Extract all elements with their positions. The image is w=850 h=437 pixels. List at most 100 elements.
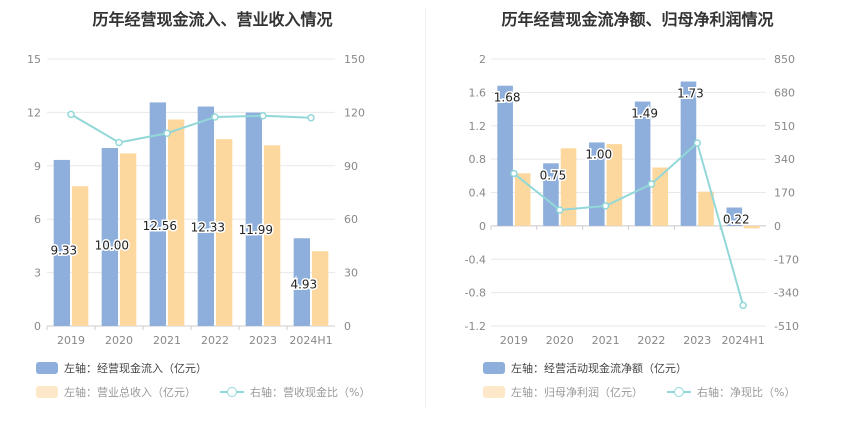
bar-series2 [744, 225, 760, 229]
right-axis-tick: -510 [774, 320, 799, 333]
legend-item-bar1[interactable]: 左轴：经营现金流入（亿元） [36, 360, 207, 376]
bar-series2 [560, 148, 577, 226]
legend-label: 右轴：营收现金比（%） [250, 386, 371, 399]
legend-label: 右轴：净现比（%） [697, 386, 796, 399]
left-axis-tick: 6 [34, 213, 41, 226]
left-axis-tick: 0 [34, 320, 41, 333]
line-point [115, 138, 123, 147]
line-series [513, 141, 745, 306]
left-axis-tick: 0.8 [469, 153, 487, 166]
right-axis-tick: 170 [774, 187, 795, 200]
bar-series2 [606, 144, 623, 226]
left-axis-tick: 1.2 [469, 120, 487, 133]
right-axis-tick: 0 [774, 220, 781, 233]
left-axis-tick: 12 [27, 106, 41, 119]
bar-series1 [634, 101, 651, 226]
data-label: 9.33 [50, 244, 77, 258]
legend-label: 左轴：归母净利润（亿元） [511, 386, 643, 399]
line-point [67, 110, 75, 119]
x-axis-tick: 2023 [249, 334, 277, 347]
legend-swatch-line [667, 386, 691, 398]
panel-divider [425, 8, 426, 408]
right-axis-tick: 510 [774, 120, 795, 133]
left-axis-tick: 15 [27, 53, 41, 66]
bar-series2 [72, 186, 89, 326]
line-point [556, 206, 564, 214]
right-axis-tick: 120 [344, 106, 365, 119]
legend-label: 左轴：经营现金流入（亿元） [64, 362, 207, 375]
x-axis-tick: 2020 [546, 334, 574, 347]
right-axis-tick: 150 [344, 53, 365, 66]
line-point [693, 139, 701, 147]
bar-series2 [698, 191, 714, 226]
bar-series1 [543, 163, 559, 226]
legend-item-line[interactable]: 右轴：净现比（%） [667, 384, 795, 400]
legend-item-bar2[interactable]: 左轴：营业总收入（亿元） [36, 384, 196, 400]
data-label: 4.93 [290, 277, 317, 291]
bar-series2 [652, 167, 668, 226]
legend-swatch-bar2 [36, 386, 58, 398]
chart-panel-cashflow-revenue: 历年经营现金流入、营业收入情况 0 0 3 30 6 60 9 90 12 120 15 150 201… [27, 10, 370, 400]
left-axis-tick: 0.4 [469, 187, 487, 200]
line-point [259, 112, 267, 120]
legend-swatch-bar1 [36, 362, 58, 374]
legend-item-bar1[interactable]: 左轴：经营活动现金流净额（亿元） [483, 360, 687, 376]
line-point [163, 129, 171, 137]
left-axis-tick: -1.2 [465, 320, 486, 333]
data-label: 1.49 [631, 107, 658, 121]
data-label: 0.75 [540, 168, 567, 182]
legend-swatch-bar1 [483, 362, 505, 374]
legend-label: 左轴：经营活动现金流净额（亿元） [511, 362, 687, 375]
x-axis-tick: 2022 [201, 334, 229, 347]
bar-series1 [497, 85, 513, 226]
x-axis-tick: 2021 [153, 334, 181, 347]
bar-series2 [264, 145, 281, 326]
line-point [510, 169, 518, 178]
x-axis-tick: 2019 [500, 334, 528, 347]
right-axis-tick: 60 [344, 213, 358, 226]
line-point [601, 202, 610, 210]
bar-series2 [312, 251, 329, 326]
chart-title: 历年经营现金流入、营业收入情况 [92, 10, 333, 29]
right-axis-tick: 850 [774, 53, 795, 66]
legend-swatch-bar2 [483, 386, 505, 398]
chart-plot: -1.2 -510 -0.8 -340 -0.4 -170 0 0 0.4 170 0.8 340 1.… [465, 53, 799, 347]
bar-series1 [680, 81, 697, 226]
x-axis-tick: 2023 [683, 334, 711, 347]
legend-swatch-line [220, 386, 244, 398]
data-label: 1.68 [494, 91, 521, 105]
left-axis-tick: 1.6 [469, 86, 487, 99]
legend-item-line[interactable]: 右轴：营收现金比（%） [220, 384, 370, 400]
chart-plot: 0 0 3 30 6 60 9 90 12 120 15 150 2019 2020 2021 2022 202… [27, 53, 365, 347]
legend-label: 左轴：营业总收入（亿元） [64, 386, 196, 399]
right-axis-tick: -340 [774, 287, 799, 300]
legend-item-bar2[interactable]: 左轴：归母净利润（亿元） [483, 384, 643, 400]
data-label: 1.73 [677, 87, 704, 101]
line-point [211, 113, 219, 121]
data-label: 0.22 [723, 213, 750, 227]
bar-series1 [726, 207, 743, 226]
left-axis-tick: 3 [34, 267, 41, 280]
line-point [739, 301, 747, 310]
bar-series2 [120, 153, 137, 326]
x-axis-tick: 2021 [592, 334, 620, 347]
bar-series1 [53, 159, 70, 326]
data-label: 12.56 [143, 219, 177, 233]
right-axis-tick: 90 [344, 160, 358, 173]
bar-series1 [149, 102, 166, 326]
x-axis-tick: 2020 [105, 334, 133, 347]
x-axis-tick: 2022 [637, 334, 665, 347]
data-label: 10.00 [95, 238, 129, 252]
right-axis-tick: 0 [344, 320, 351, 333]
bar-series2 [168, 119, 185, 327]
left-axis-tick: 9 [34, 160, 41, 173]
right-axis-tick: 680 [774, 86, 795, 99]
line-point [647, 180, 656, 188]
bar-series2 [216, 139, 233, 326]
bar-series1 [197, 106, 214, 326]
x-axis-tick: 2019 [57, 334, 85, 347]
data-label: 11.99 [239, 223, 273, 237]
bar-series1 [245, 112, 262, 326]
x-axis-tick: 2024H1 [289, 334, 332, 347]
chart-panel-netcash-profit: 历年经营现金流净额、归母净利润情况 -1.2 -510 -0.8 -340 -0.4 -1… [425, 0, 850, 437]
